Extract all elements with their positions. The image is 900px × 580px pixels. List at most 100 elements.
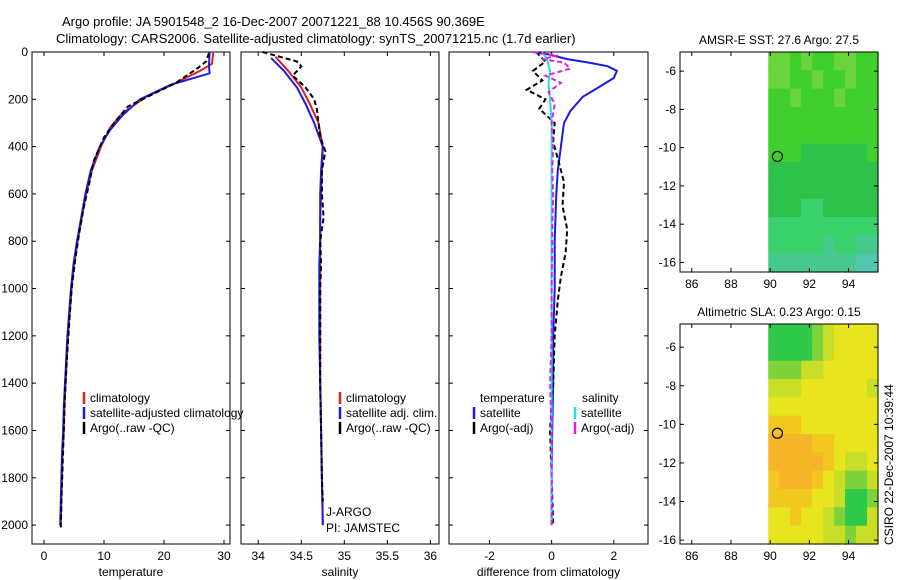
sla_map-heatmap-cell xyxy=(867,415,879,435)
temperature-y-tick-label: 1000 xyxy=(1,282,28,296)
sst_map-heatmap-cell xyxy=(867,52,879,71)
sla_map-heatmap-cell xyxy=(768,525,780,545)
sst_map-heatmap-cell xyxy=(779,235,791,255)
sst_map-heatmap-cell xyxy=(779,198,791,218)
difference-legend-temp-argo: Argo(-adj) xyxy=(480,421,533,435)
sla_map-heatmap-cell xyxy=(856,470,868,490)
sla_map-heatmap-cell xyxy=(823,507,835,527)
difference-series-line-1 xyxy=(524,51,569,526)
sst_map-heatmap-cell xyxy=(812,143,824,163)
sst_map-heatmap-cell xyxy=(812,217,824,236)
sst_map-heatmap-cell xyxy=(856,88,868,108)
sst_map-heatmap-cell xyxy=(790,125,802,145)
sst_map-y-tick-label: -10 xyxy=(659,141,677,155)
sla_map-heatmap-cell xyxy=(845,324,857,343)
sst_map-heatmap-cell xyxy=(845,125,857,145)
sla_map-heatmap-cell xyxy=(768,470,780,490)
sst_map-heatmap-cell xyxy=(768,88,780,108)
sst_map-heatmap-cell xyxy=(845,52,857,71)
sla_map-heatmap-cell xyxy=(779,397,791,417)
sla_map-heatmap-cell xyxy=(867,434,879,453)
sla_map-argo-position-marker xyxy=(771,427,784,439)
sla_map-y-tick-label: -10 xyxy=(659,417,677,431)
sla_map-heatmap-cell xyxy=(867,324,879,343)
sla_map-heatmap-cell xyxy=(790,342,802,362)
salinity-annotation-line2: PI: JAMSTEC xyxy=(326,521,400,535)
sst_map-heatmap-cell xyxy=(845,253,857,273)
temperature-y-tick-label: 400 xyxy=(8,140,28,154)
sla_map-heatmap-cell xyxy=(768,342,780,362)
salinity-x-tick-label: 35.5 xyxy=(376,549,400,563)
sst_map-heatmap-cell xyxy=(823,52,835,71)
salinity-x-tick-label: 36 xyxy=(424,549,438,563)
sla_map-heatmap-cell xyxy=(790,324,802,343)
sst_map-heatmap-cell xyxy=(801,107,813,126)
sla_map-heatmap-cell xyxy=(856,489,868,508)
sla_map-heatmap-cell xyxy=(845,415,857,435)
sst_map-heatmap-cell xyxy=(856,235,868,255)
sst_map-heatmap-cell xyxy=(834,253,846,273)
sla_map-heatmap-cell xyxy=(812,525,824,545)
sla_map-heatmap-cell xyxy=(834,324,846,343)
sla_map-heatmap-cell xyxy=(779,379,791,398)
sst_map-heatmap-cell xyxy=(801,70,813,90)
difference-legend-sal-satellite: satellite xyxy=(581,406,622,420)
temperature-series-line-0 xyxy=(59,51,215,526)
sla_map-heatmap-cell xyxy=(790,397,802,417)
sst_map-heatmap-cell xyxy=(867,217,879,236)
sla_map-heatmap-cell xyxy=(812,360,824,380)
sst_map-heatmap-cell xyxy=(812,70,824,90)
temperature-series-line-2 xyxy=(59,52,210,528)
sst_map-heatmap-cell xyxy=(867,162,879,181)
sla_map-heatmap-cell xyxy=(768,452,780,472)
sst_map-heatmap-cell xyxy=(823,162,835,181)
sst_map-heatmap-cell xyxy=(801,198,813,218)
salinity-series-line-1 xyxy=(270,57,324,526)
sst_map-heatmap-cell xyxy=(845,88,857,108)
temperature-y-tick-label: 0 xyxy=(21,45,28,59)
sla_map-heatmap-cell xyxy=(845,379,857,398)
temperature-y-tick-label: 1400 xyxy=(1,376,28,390)
sla_map-heatmap-cell xyxy=(845,489,857,508)
sst_map-heatmap-cell xyxy=(834,198,846,218)
difference-series-line-0 xyxy=(532,51,619,526)
sla_map-heatmap-cell xyxy=(779,470,791,490)
sst_map-y-tick-label: -14 xyxy=(659,217,677,231)
sla_map-heatmap-cell xyxy=(801,470,813,490)
sla_map-heatmap-cell xyxy=(856,434,868,453)
sla_map-heatmap-cell xyxy=(801,452,813,472)
sst_map-heatmap-cell xyxy=(856,162,868,181)
sst_map-heatmap-cell xyxy=(790,70,802,90)
sst_map-heatmap-cell xyxy=(790,217,802,236)
sst_map-heatmap-cell xyxy=(834,70,846,90)
temperature-y-tick-label: 1800 xyxy=(1,471,28,485)
sst_map-title: AMSR-E SST: 27.6 Argo: 27.5 xyxy=(699,33,859,47)
sla_map-heatmap-cell xyxy=(856,507,868,527)
sla_map-heatmap-cell xyxy=(856,525,868,545)
sst_map-heatmap-cell xyxy=(801,217,813,236)
sla_map-heatmap-cell xyxy=(867,525,879,545)
sst_map-heatmap-cell xyxy=(768,253,780,273)
sst_map-heatmap-cell xyxy=(801,253,813,273)
plots-group: 0 10 20 30020040060080010001200140016001800… xyxy=(1,33,879,579)
sst_map-heatmap-cell xyxy=(867,107,879,126)
sst_map-x-tick-label: 90 xyxy=(763,277,777,291)
sla_map-x-tick-label: 88 xyxy=(724,549,738,563)
sla_map-x-tick-label: 92 xyxy=(803,549,817,563)
sst_map-heatmap-cell xyxy=(790,198,802,218)
sla_map-heatmap-cell xyxy=(867,470,879,490)
sla_map-heatmap-cell xyxy=(845,434,857,453)
sla_map-heatmap-cell xyxy=(768,360,780,380)
sst_map-heatmap-cell xyxy=(790,88,802,108)
sst_map-heatmap-cell xyxy=(779,162,791,181)
temperature-y-tick-label: 2000 xyxy=(1,518,28,532)
sla_map-x-tick-label: 94 xyxy=(842,549,856,563)
sst_map-heatmap-cell xyxy=(779,107,791,126)
sla_map-heatmap-cell xyxy=(790,452,802,472)
sla_map-heatmap-cell xyxy=(768,489,780,508)
sla_map-title: Altimetric SLA: 0.23 Argo: 0.15 xyxy=(697,305,861,319)
temperature-y-tick-label: 600 xyxy=(8,187,28,201)
sst_map-heatmap-cell xyxy=(801,143,813,163)
sst_map-heatmap-cell xyxy=(790,52,802,71)
sla_map-y-tick-label: -8 xyxy=(665,379,676,393)
